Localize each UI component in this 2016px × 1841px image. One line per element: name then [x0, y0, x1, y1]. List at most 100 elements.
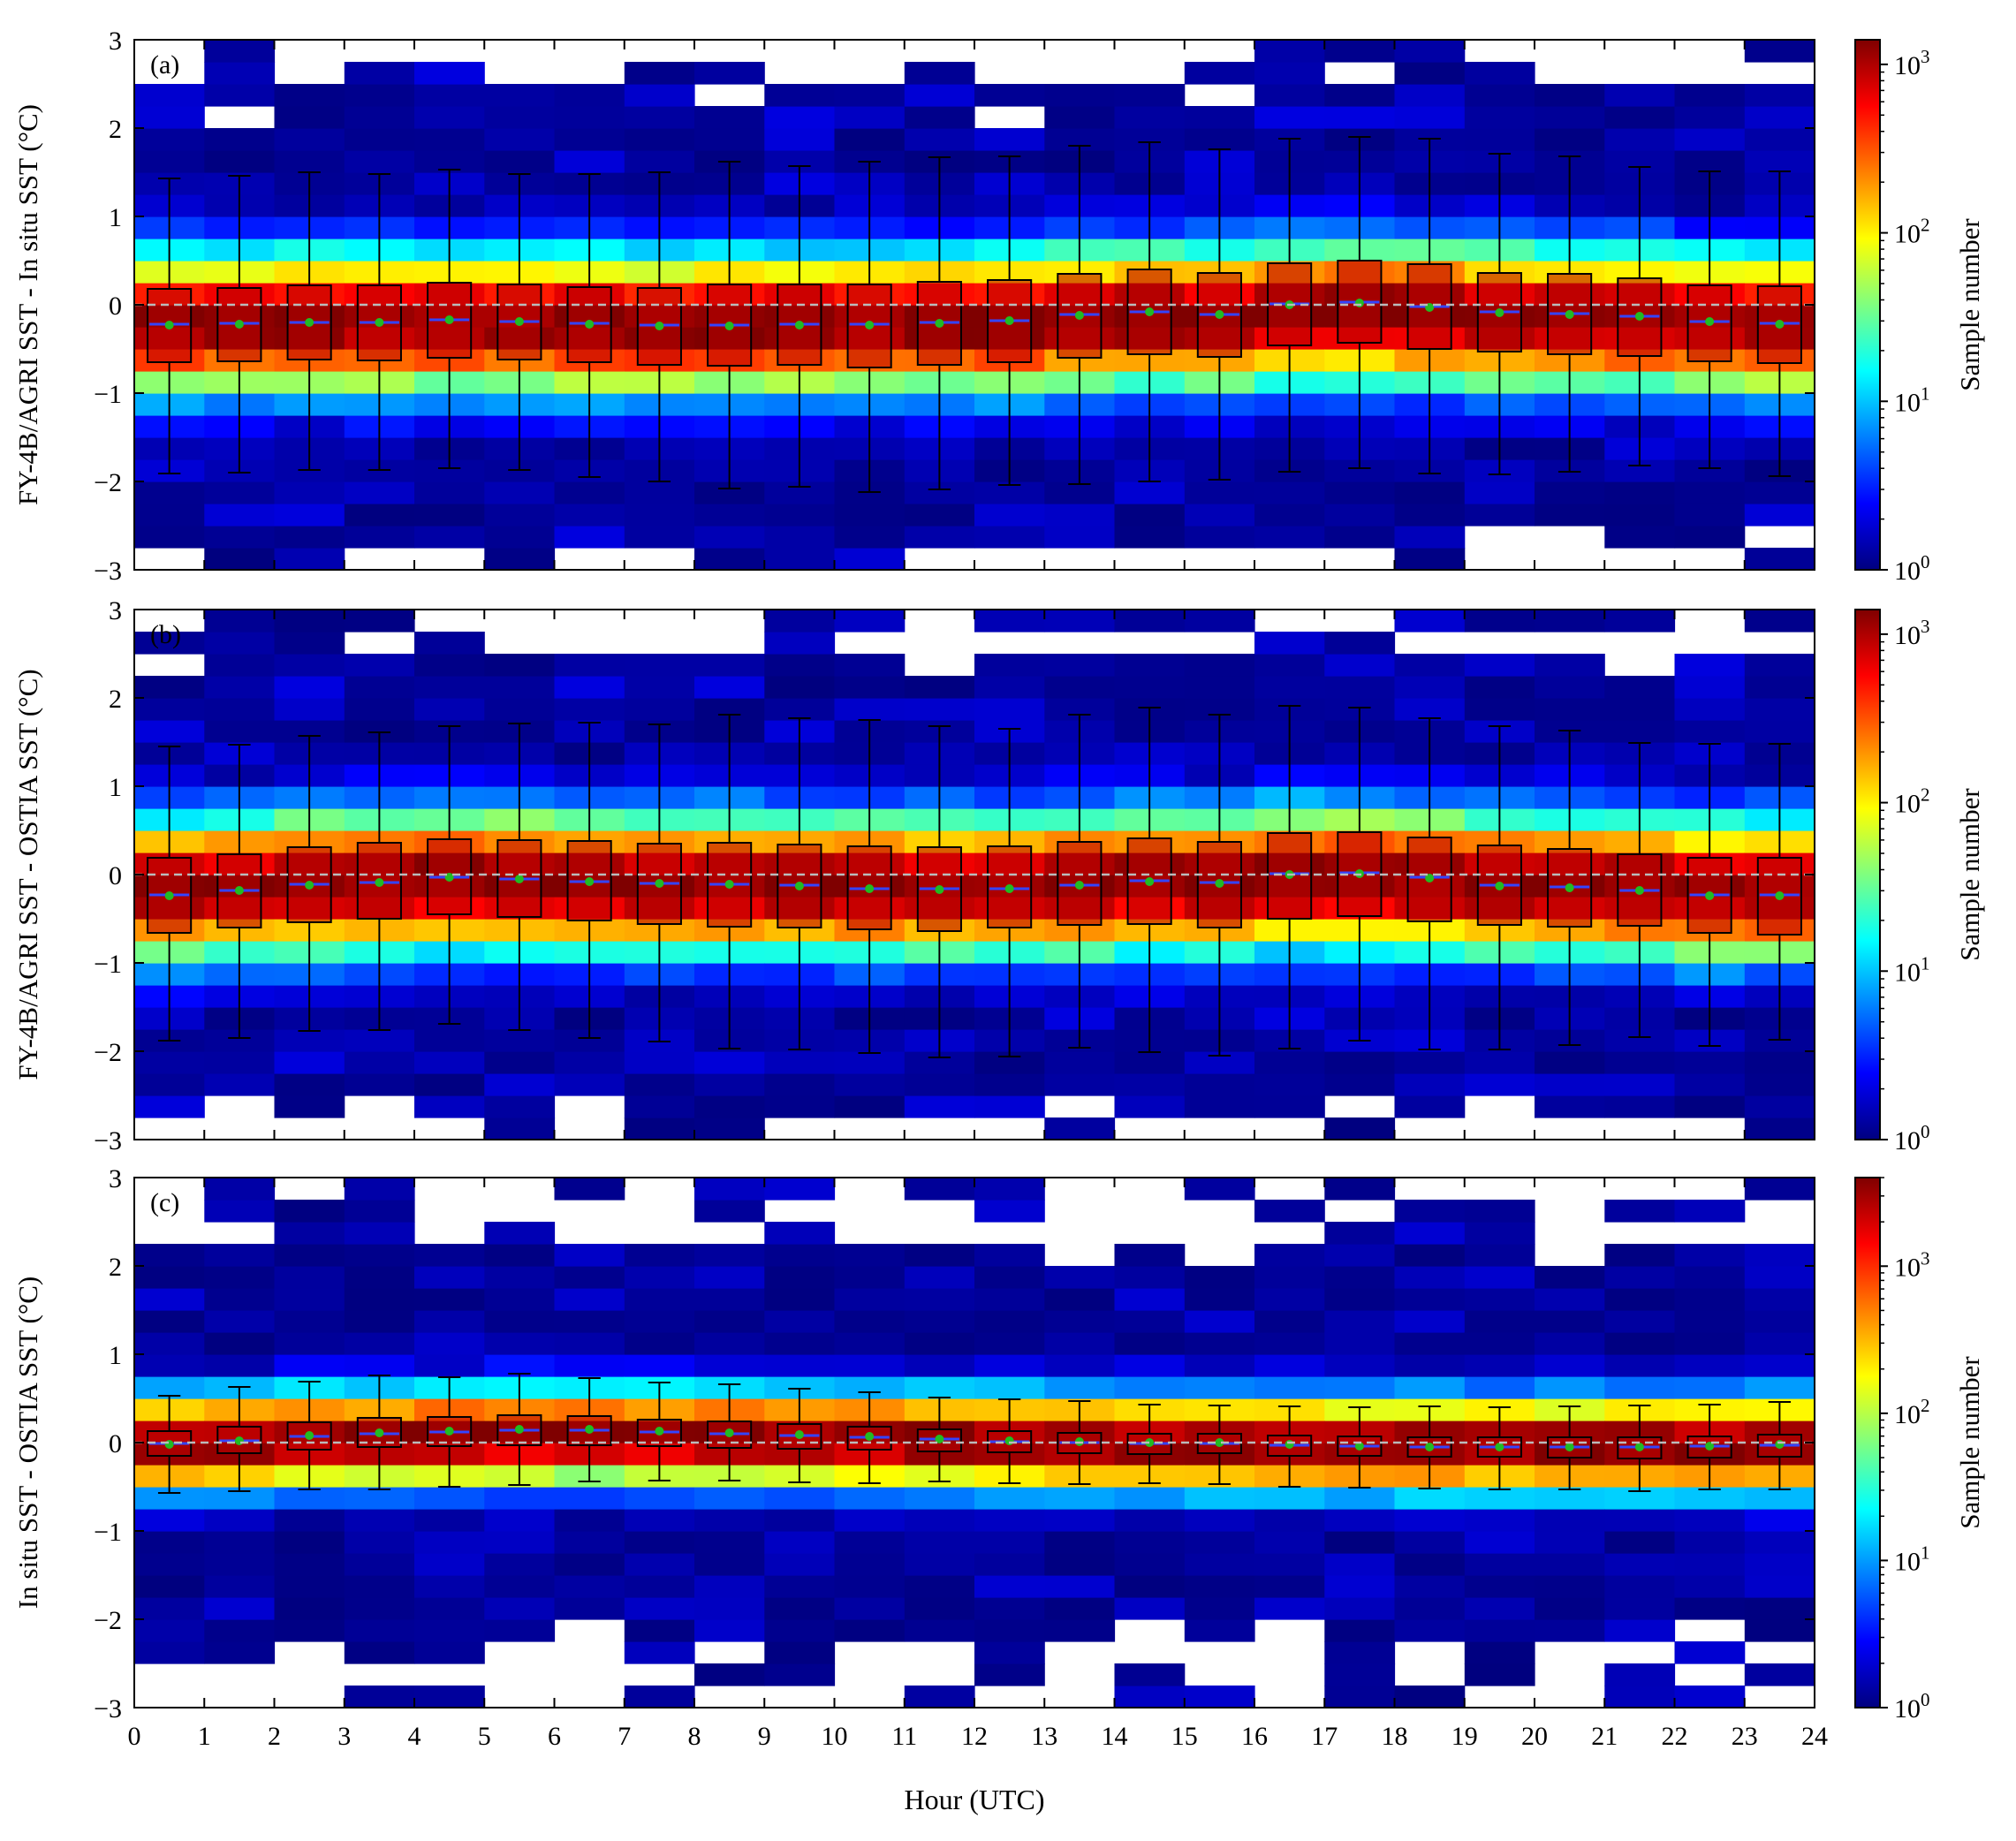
panel-b-colorbar-label: Sample number	[1954, 788, 1985, 961]
heatmap-cell	[1744, 1531, 1815, 1554]
heatmap-cell	[1674, 1553, 1746, 1576]
heatmap-cell	[204, 676, 276, 699]
heatmap-cell	[1044, 1332, 1116, 1355]
boxplot-hour	[1686, 1404, 1732, 1490]
heatmap-cell	[134, 720, 205, 743]
heatmap-cell	[1324, 1051, 1396, 1074]
heatmap-cell	[1604, 1288, 1676, 1311]
mean-marker	[1354, 1442, 1364, 1451]
heatmap-cell	[764, 1619, 836, 1642]
heatmap-cell	[414, 1332, 485, 1355]
panel-b-axes: −3 −2 −1 0 1 2 3	[94, 596, 1815, 1155]
heatmap-cell	[1394, 106, 1466, 129]
heatmap-cell	[1324, 1487, 1396, 1510]
mean-marker	[655, 879, 664, 888]
heatmap-cell	[1535, 698, 1605, 721]
colorbar-tick-label: 101	[1894, 952, 1930, 987]
heatmap-cell	[624, 654, 695, 677]
heatmap-cell	[1535, 676, 1605, 699]
mean-marker	[375, 1428, 384, 1437]
heatmap-cell	[1324, 1575, 1396, 1598]
heatmap-cell	[1604, 1575, 1676, 1598]
heatmap-cell	[344, 62, 415, 85]
x-tick-label: 0	[128, 1722, 141, 1751]
heatmap-cell	[204, 1310, 276, 1333]
heatmap-cell	[274, 654, 345, 677]
colorbar-tick-label: 102	[1894, 1395, 1930, 1429]
boxplot-hour	[496, 723, 542, 1031]
boxplot-hour	[1126, 141, 1172, 482]
heatmap-cell	[764, 1266, 836, 1289]
heatmap-cell	[904, 1531, 975, 1554]
mean-marker	[1004, 316, 1014, 325]
boxplot-hour	[707, 714, 753, 1049]
heatmap-cell	[1744, 128, 1815, 151]
mean-marker	[1634, 1443, 1644, 1451]
heatmap-cell	[1044, 1597, 1116, 1620]
mean-marker	[1145, 877, 1155, 886]
heatmap-cell	[694, 1663, 765, 1686]
heatmap-cell	[1254, 481, 1325, 504]
boxplot-hour	[1337, 1406, 1383, 1489]
heatmap-cell	[1744, 610, 1815, 633]
mean-marker	[865, 321, 875, 330]
heatmap-cell	[484, 654, 556, 677]
heatmap-cell	[834, 526, 906, 549]
heatmap-cell	[1394, 481, 1466, 504]
heatmap-cell	[1674, 1266, 1746, 1289]
heatmap-cell	[554, 1509, 625, 1532]
heatmap-cell	[624, 1288, 695, 1311]
boxplot-hour	[987, 728, 1033, 1057]
y-tick-label: 3	[109, 27, 122, 56]
heatmap-cell	[344, 1597, 415, 1620]
heatmap-cell	[134, 1641, 205, 1664]
boxplot-hour	[1617, 742, 1663, 1038]
heatmap-cell	[414, 1029, 485, 1052]
heatmap-cell	[1184, 1531, 1255, 1554]
heatmap-cell	[1254, 106, 1325, 129]
heatmap-cell	[134, 84, 205, 107]
heatmap-cell	[1604, 610, 1676, 633]
heatmap-cell	[1604, 1332, 1676, 1355]
boxplot-hour	[496, 173, 542, 471]
boxplot-hour	[1406, 717, 1452, 1050]
heatmap-cell	[624, 106, 695, 129]
heatmap-cell	[1744, 504, 1815, 527]
heatmap-cell	[834, 1266, 906, 1289]
heatmap-cell	[974, 1095, 1045, 1118]
panel-a-ylabel: FY-4B/AGRI SST - In situ SST (°C)	[12, 104, 43, 505]
heatmap-cell	[1184, 654, 1255, 677]
heatmap-cell	[1604, 1073, 1676, 1096]
heatmap-cell	[1184, 676, 1255, 699]
heatmap-cell	[1464, 62, 1535, 85]
heatmap-cell	[484, 481, 556, 504]
heatmap-cell	[1394, 1686, 1466, 1708]
x-tick-label: 8	[688, 1722, 701, 1751]
heatmap-cell	[1604, 676, 1676, 699]
panel-a-colorbar: 100 101 102 103	[1854, 39, 1930, 586]
heatmap-cell	[134, 1051, 205, 1074]
heatmap-cell	[1184, 610, 1255, 633]
boxplot-hour	[1756, 743, 1802, 1041]
heatmap-cell	[134, 150, 205, 173]
heatmap-cell	[1114, 1575, 1186, 1598]
heatmap-cell	[1674, 150, 1746, 173]
panel-a-label: (a)	[150, 50, 179, 80]
heatmap-cell	[834, 548, 906, 571]
heatmap-cell	[624, 1619, 695, 1642]
heatmap-cell	[624, 1073, 695, 1096]
heatmap-cell	[554, 1553, 625, 1576]
heatmap-cell	[1744, 1376, 1815, 1399]
heatmap-cell	[764, 676, 836, 699]
heatmap-cell	[764, 84, 836, 107]
heatmap-cell	[904, 1244, 975, 1267]
heatmap-cell	[554, 526, 625, 549]
heatmap-cell	[974, 698, 1045, 721]
heatmap-cell	[274, 504, 345, 527]
heatmap-cell	[764, 1575, 836, 1598]
heatmap-cell	[1535, 1288, 1605, 1311]
heatmap-cell	[344, 481, 415, 504]
heatmap-cell	[274, 526, 345, 549]
